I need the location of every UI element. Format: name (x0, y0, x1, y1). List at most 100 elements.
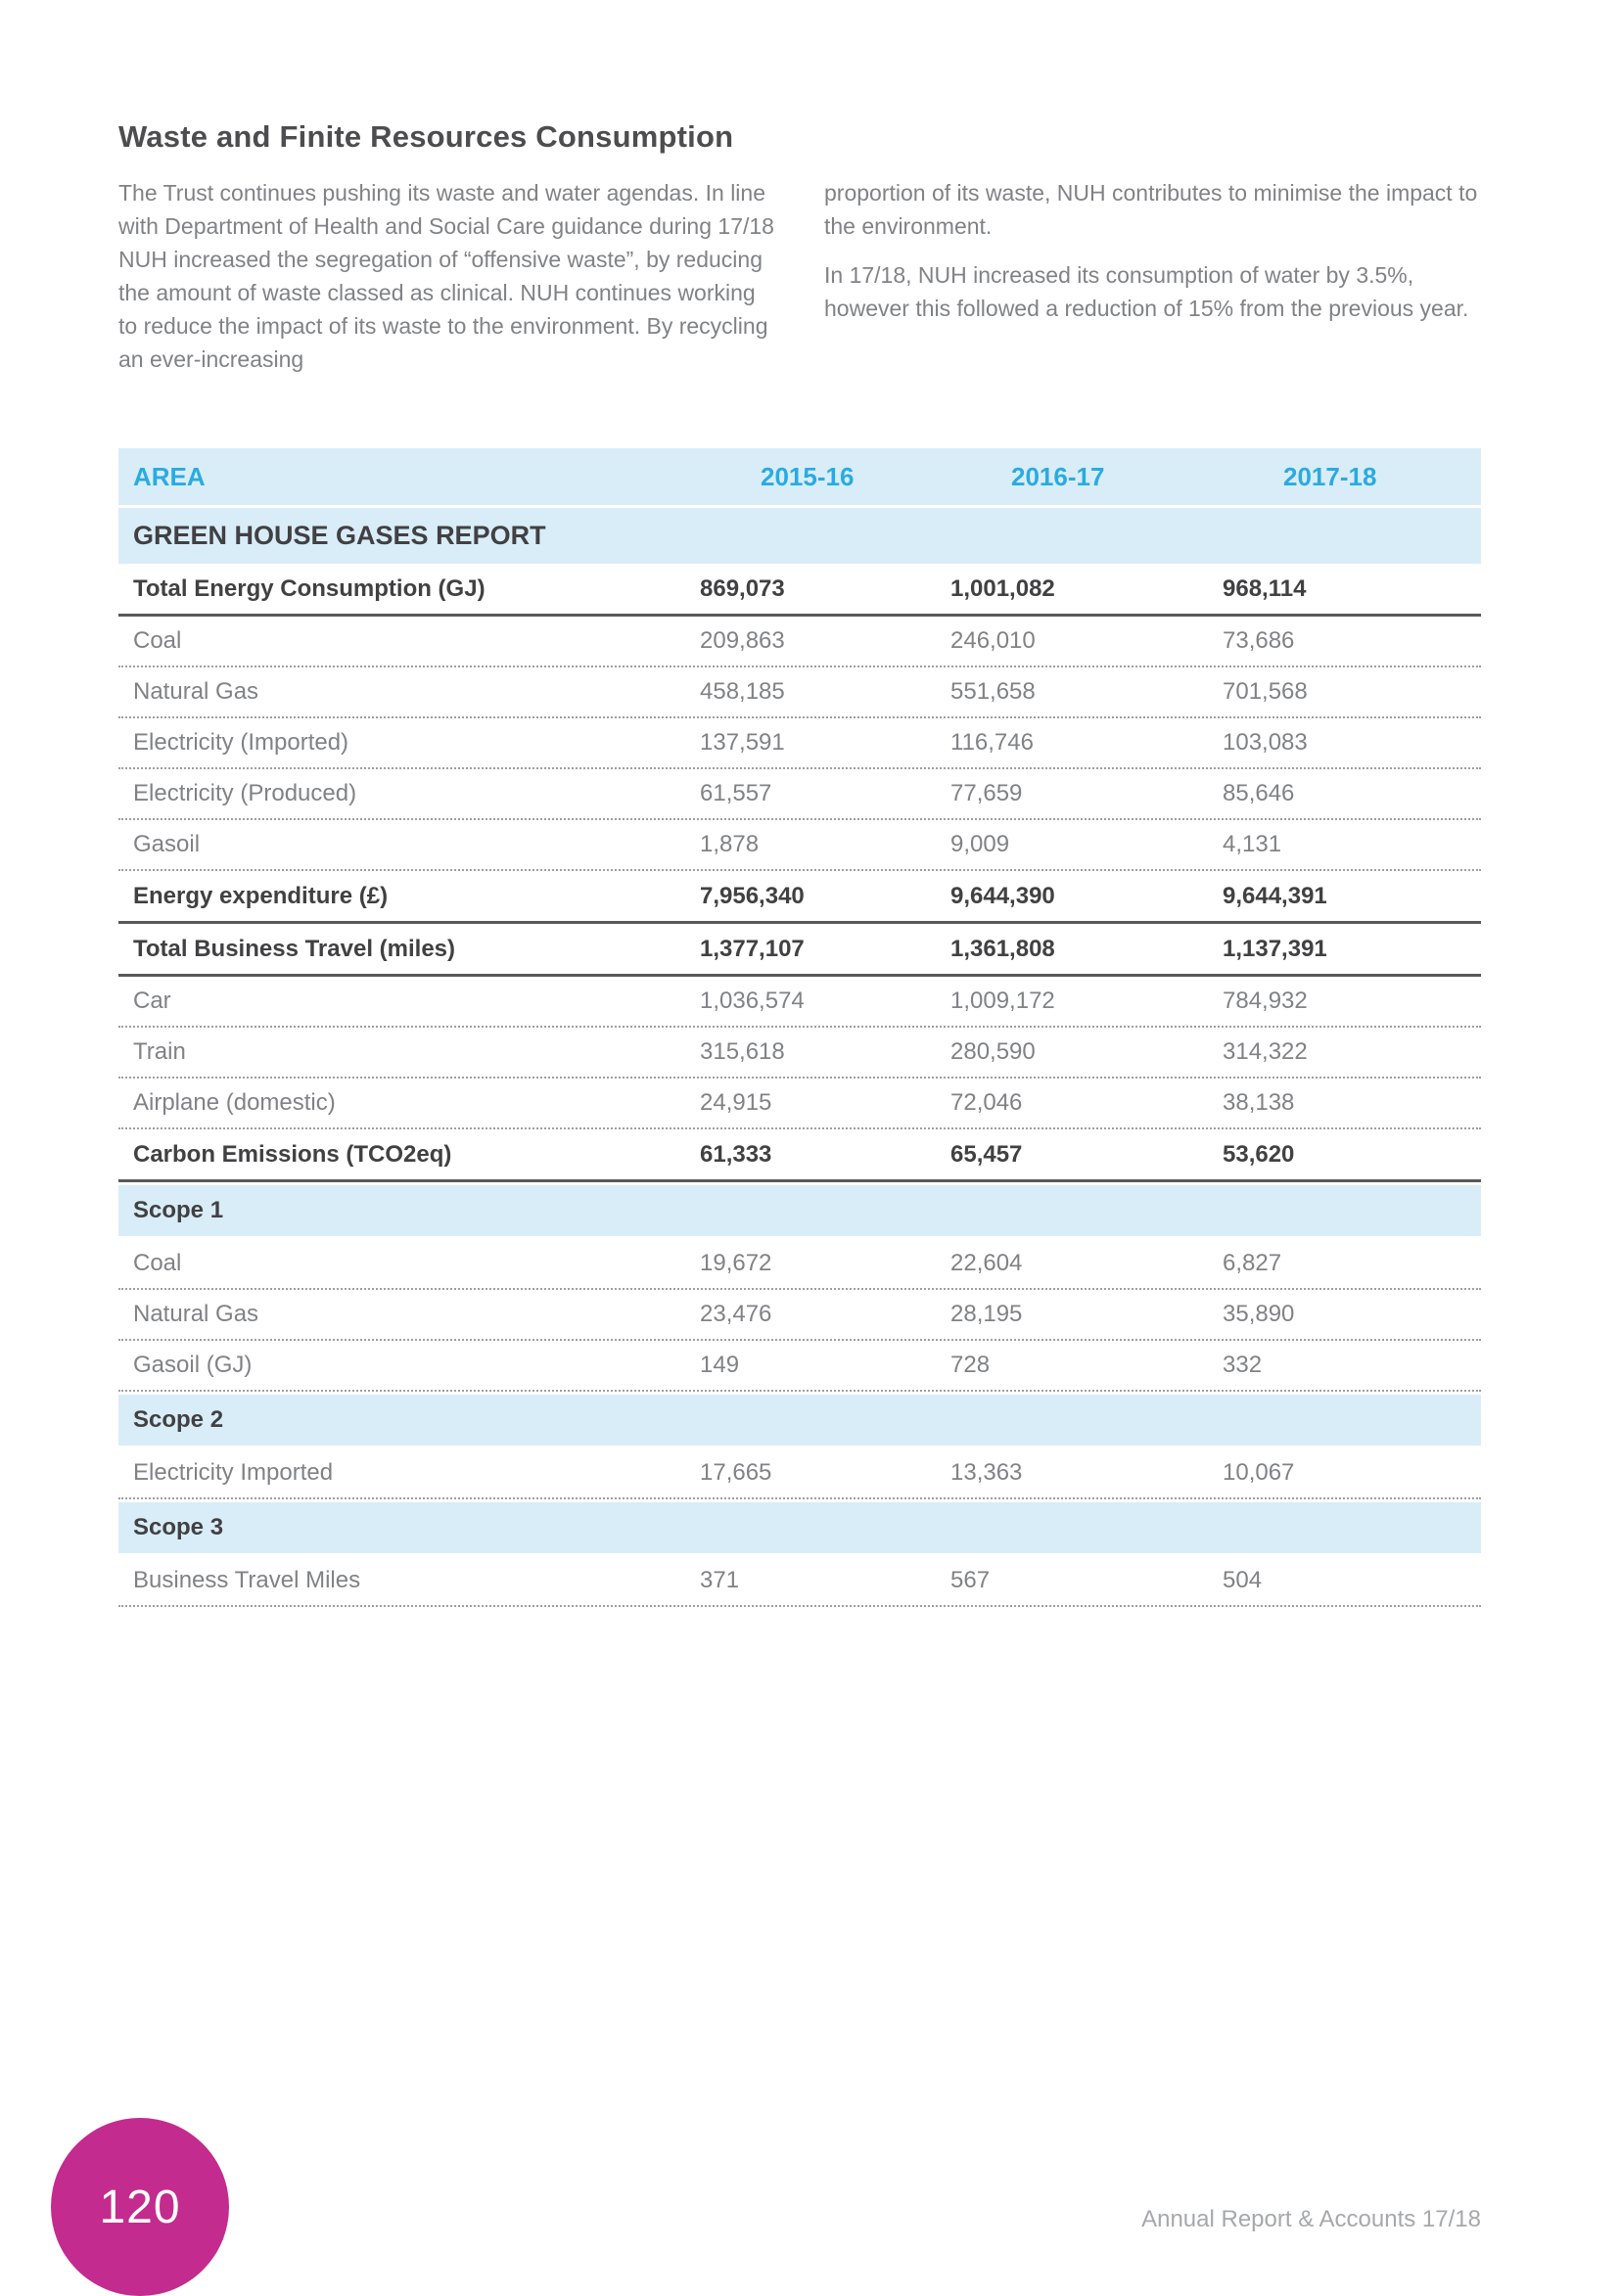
row-value: 504 (1223, 1567, 1263, 1593)
row-value: 77,659 (950, 780, 1023, 806)
column-header-2016-17: 2016-17 (1011, 461, 1105, 491)
row-value: 567 (950, 1567, 991, 1593)
row-label: Electricity Imported (133, 1459, 334, 1486)
row-label: Total Energy Consumption (GJ) (133, 574, 486, 602)
row-value: 246,010 (950, 627, 1036, 654)
row-value: 61,333 (700, 1140, 772, 1168)
page-title: Waste and Finite Resources Consumption (118, 119, 734, 154)
row-value: 19,672 (700, 1250, 772, 1276)
footer-text: Annual Report & Accounts 17/18 (1141, 2206, 1481, 2232)
section-title: GREEN HOUSE GASES REPORT (133, 521, 546, 550)
row-value: 9,644,390 (950, 882, 1055, 909)
intro-column-left: The Trust continues pushing its waste an… (118, 176, 775, 391)
table-header-row: AREA 2015-16 2016-17 2017-18 (118, 448, 1481, 505)
table-row: Scope 2 (118, 1395, 1481, 1446)
page-number: 120 (99, 2181, 181, 2233)
row-value: 869,073 (700, 574, 785, 602)
table-row: Airplane (domestic) 24,915 72,046 38,138 (118, 1079, 1481, 1129)
row-value: 13,363 (950, 1459, 1023, 1486)
row-value: 23,476 (700, 1301, 772, 1327)
row-value: 9,644,391 (1223, 882, 1327, 909)
ghg-report-table: AREA 2015-16 2016-17 2017-18 GREEN HOUSE… (118, 448, 1481, 1607)
table-body: Total Energy Consumption (GJ) 869,073 1,… (118, 564, 1481, 1607)
intro-column-right: proportion of its waste, NUH contributes… (824, 176, 1481, 391)
row-value: 35,890 (1223, 1301, 1295, 1327)
table-row: Business Travel Miles 371 567 504 (118, 1556, 1481, 1607)
table-row: Gasoil (GJ) 149 728 332 (118, 1341, 1481, 1392)
row-label: Natural Gas (133, 1301, 259, 1327)
intro-paragraph-right-1: proportion of its waste, NUH contributes… (824, 180, 1478, 239)
row-label: Total Business Travel (miles) (133, 935, 456, 962)
row-label: Gasoil (133, 831, 201, 857)
table-row: Electricity (Imported) 137,591 116,746 1… (118, 718, 1481, 769)
page-number-badge: 120 (51, 2118, 229, 2296)
table-row: Energy expenditure (£) 7,956,340 9,644,3… (118, 871, 1481, 924)
intro-paragraph-right-2: In 17/18, NUH increased its consumption … (824, 262, 1469, 321)
row-value: 137,591 (700, 729, 785, 756)
table-row: Natural Gas 458,185 551,658 701,568 (118, 667, 1481, 718)
row-value: 968,114 (1223, 574, 1307, 602)
row-value: 551,658 (950, 678, 1036, 705)
row-label: Car (133, 987, 171, 1014)
table-row: Electricity (Produced) 61,557 77,659 85,… (118, 769, 1481, 820)
table-row: Coal 209,863 246,010 73,686 (118, 617, 1481, 667)
row-value: 1,036,574 (700, 987, 805, 1014)
table-row: Electricity Imported 17,665 13,363 10,06… (118, 1448, 1481, 1499)
row-value: 458,185 (700, 678, 785, 705)
column-header-2017-18: 2017-18 (1283, 461, 1377, 491)
row-value: 332 (1223, 1352, 1263, 1378)
row-value: 1,001,082 (950, 574, 1055, 602)
table-row: Total Business Travel (miles) 1,377,107 … (118, 924, 1481, 977)
row-value: 9,009 (950, 831, 1010, 857)
row-label: Scope 1 (133, 1197, 224, 1223)
row-value: 314,322 (1223, 1038, 1308, 1065)
table-row: Car 1,036,574 1,009,172 784,932 (118, 977, 1481, 1028)
row-label: Coal (133, 627, 182, 654)
row-label: Scope 3 (133, 1514, 224, 1540)
row-value: 17,665 (700, 1459, 772, 1486)
table-row: Natural Gas 23,476 28,195 35,890 (118, 1290, 1481, 1341)
row-value: 7,956,340 (700, 882, 805, 909)
row-label: Natural Gas (133, 678, 259, 705)
row-label: Electricity (Imported) (133, 729, 349, 756)
table-row: Scope 1 (118, 1185, 1481, 1236)
table-row: Gasoil 1,878 9,009 4,131 (118, 820, 1481, 871)
row-value: 73,686 (1223, 627, 1295, 654)
row-value: 24,915 (700, 1089, 772, 1116)
row-label: Scope 2 (133, 1406, 224, 1433)
row-value: 728 (950, 1352, 991, 1378)
row-value: 371 (700, 1567, 740, 1593)
page-content: Waste and Finite Resources Consumption T… (118, 119, 1481, 1607)
row-value: 315,618 (700, 1038, 785, 1065)
table-row: Total Energy Consumption (GJ) 869,073 1,… (118, 564, 1481, 617)
row-label: Electricity (Produced) (133, 780, 357, 806)
row-value: 6,827 (1223, 1250, 1282, 1276)
row-value: 701,568 (1223, 678, 1308, 705)
row-label: Airplane (domestic) (133, 1089, 336, 1116)
row-value: 103,083 (1223, 729, 1308, 756)
row-value: 1,361,808 (950, 935, 1055, 962)
row-value: 784,932 (1223, 987, 1308, 1014)
row-label: Carbon Emissions (TCO2eq) (133, 1140, 452, 1168)
row-value: 53,620 (1223, 1140, 1295, 1168)
row-label: Business Travel Miles (133, 1567, 361, 1593)
row-value: 61,557 (700, 780, 772, 806)
table-row: Coal 19,672 22,604 6,827 (118, 1239, 1481, 1290)
row-value: 1,377,107 (700, 935, 805, 962)
row-value: 1,878 (700, 831, 760, 857)
row-value: 72,046 (950, 1089, 1023, 1116)
row-value: 209,863 (700, 627, 785, 654)
row-value: 1,137,391 (1223, 935, 1327, 962)
row-value: 38,138 (1223, 1089, 1295, 1116)
row-label: Train (133, 1038, 186, 1065)
row-value: 85,646 (1223, 780, 1295, 806)
table-section-header: GREEN HOUSE GASES REPORT (118, 508, 1481, 564)
intro-text: The Trust continues pushing its waste an… (118, 176, 1481, 391)
row-value: 116,746 (950, 729, 1034, 756)
row-value: 10,067 (1223, 1459, 1295, 1486)
row-label: Coal (133, 1250, 182, 1276)
row-value: 28,195 (950, 1301, 1023, 1327)
row-value: 149 (700, 1352, 740, 1378)
table-row: Scope 3 (118, 1502, 1481, 1553)
row-value: 65,457 (950, 1140, 1023, 1168)
